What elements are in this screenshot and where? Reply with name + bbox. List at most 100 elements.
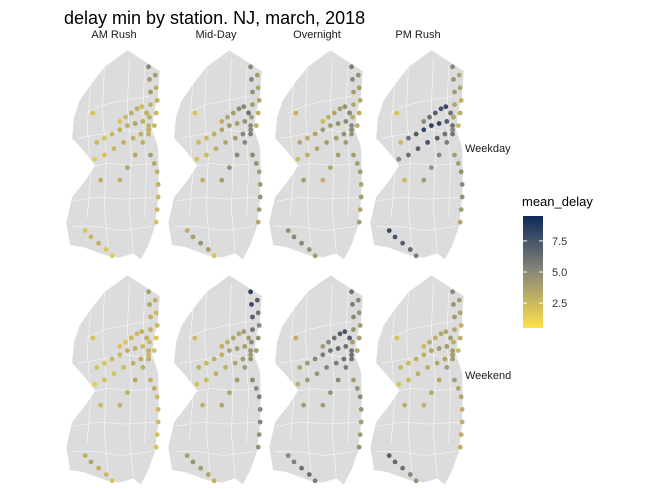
station-point <box>452 314 457 320</box>
station-point <box>219 402 225 408</box>
station-point <box>351 152 356 158</box>
station-point <box>452 89 457 95</box>
station-point <box>148 102 153 107</box>
station-point <box>444 119 450 124</box>
county-boundary <box>274 451 356 456</box>
station-point <box>146 352 152 358</box>
station-point <box>429 390 434 395</box>
station-point <box>153 85 159 91</box>
county-boundary <box>330 283 337 477</box>
county-boundary <box>389 388 461 393</box>
station-point <box>103 472 109 477</box>
station-point <box>429 348 434 353</box>
station-point <box>421 344 427 349</box>
station-point <box>335 121 341 126</box>
station-point <box>312 131 318 137</box>
station-point <box>250 89 255 95</box>
station-point <box>305 360 310 366</box>
station-point <box>354 348 360 353</box>
station-point <box>443 329 449 335</box>
station-point <box>450 64 455 70</box>
station-point <box>140 365 146 370</box>
station-point <box>198 240 204 246</box>
station-point <box>254 297 260 303</box>
station-point <box>459 194 465 200</box>
county-boundary <box>86 83 92 219</box>
station-point <box>184 228 190 234</box>
county-boundary <box>446 66 451 219</box>
county-boundary <box>288 320 352 339</box>
station-point <box>223 140 229 145</box>
county-boundary <box>71 226 153 231</box>
station-point <box>312 356 318 362</box>
panel-am-rush-weekend <box>65 274 161 486</box>
station-point <box>253 348 259 353</box>
county-boundary <box>229 58 236 252</box>
county-boundary <box>330 58 337 252</box>
station-point <box>211 253 217 259</box>
station-point <box>452 152 457 158</box>
station-point <box>204 360 209 366</box>
station-point <box>154 432 160 437</box>
station-point <box>406 135 411 141</box>
station-point <box>194 381 200 387</box>
facet-panels <box>65 49 465 486</box>
station-point <box>333 360 339 366</box>
station-point <box>421 119 427 124</box>
station-point <box>155 194 161 200</box>
county-boundary <box>102 291 109 477</box>
county-boundary <box>229 283 236 477</box>
station-point <box>350 77 355 82</box>
station-point <box>242 119 248 124</box>
station-point <box>111 146 117 152</box>
station-point <box>147 302 152 307</box>
station-point <box>436 377 442 383</box>
station-point <box>257 419 263 425</box>
station-point <box>219 352 225 358</box>
station-point <box>242 140 248 145</box>
county-boundary <box>431 58 438 252</box>
legend-tick-label: 5.0 <box>552 267 567 279</box>
station-point <box>341 131 347 137</box>
station-point <box>291 234 297 240</box>
station-point <box>357 323 363 328</box>
station-point <box>394 335 400 341</box>
station-point <box>148 152 153 158</box>
station-point <box>349 289 354 295</box>
station-point <box>343 140 349 145</box>
station-point <box>396 381 402 387</box>
station-point <box>312 253 318 259</box>
station-point <box>250 314 255 320</box>
station-point <box>341 356 347 362</box>
station-point <box>356 110 362 116</box>
station-point <box>253 123 259 128</box>
legend-colorbar <box>523 216 543 328</box>
station-point <box>219 119 225 124</box>
station-point <box>255 110 261 116</box>
station-point <box>154 394 160 400</box>
station-point <box>255 219 261 225</box>
station-point <box>256 432 262 437</box>
station-point <box>458 432 464 437</box>
station-point <box>111 371 117 377</box>
county-boundary <box>86 308 92 444</box>
facet-col-label-pm-rush: PM Rush <box>395 29 440 41</box>
station-point <box>92 156 98 162</box>
station-point <box>335 346 341 351</box>
station-point <box>451 114 456 120</box>
station-point <box>250 102 255 107</box>
station-point <box>413 356 419 362</box>
station-point <box>223 365 229 370</box>
station-point <box>425 365 430 370</box>
station-point <box>335 377 341 383</box>
panel-pm-rush-weekend <box>369 274 465 486</box>
station-point <box>90 110 96 116</box>
station-point <box>151 386 157 391</box>
station-point <box>227 123 232 128</box>
station-point <box>248 64 254 70</box>
station-point <box>130 360 136 366</box>
station-point <box>102 377 107 383</box>
station-point <box>148 89 153 95</box>
station-point <box>343 344 349 349</box>
station-point <box>306 247 312 252</box>
